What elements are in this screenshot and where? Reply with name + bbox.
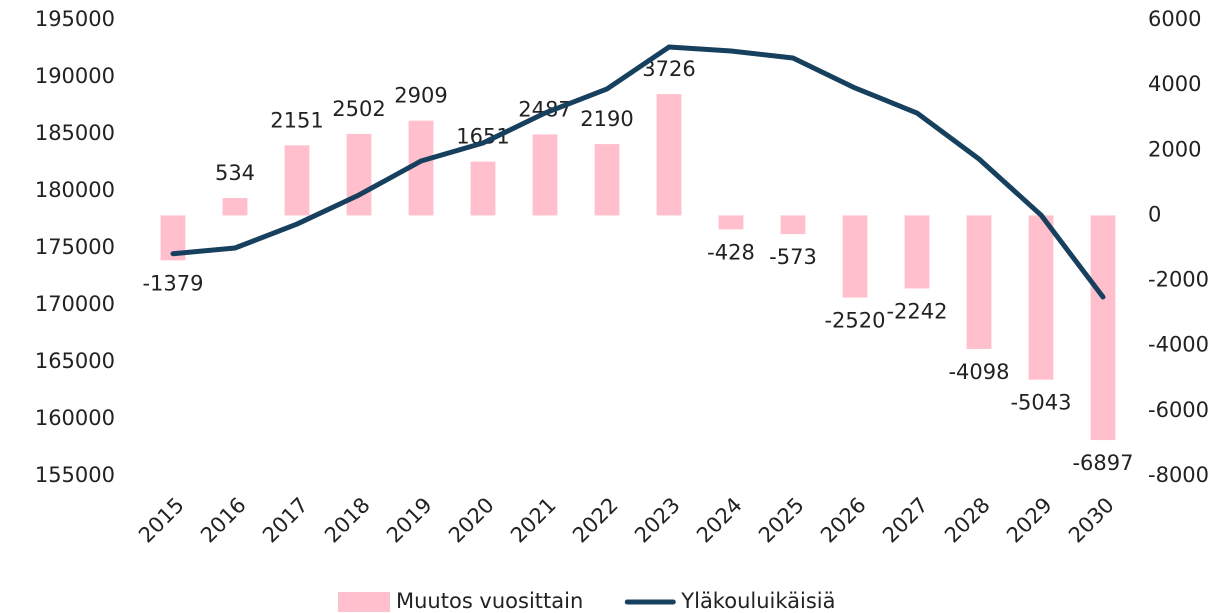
y-tick-label: 160000 [35, 406, 115, 430]
bar [656, 94, 682, 216]
legend-swatch [338, 592, 390, 612]
bar [842, 215, 868, 298]
bar [780, 215, 806, 235]
x-tick-label: 2016 [196, 493, 251, 548]
x-tick-label: 2026 [816, 493, 871, 548]
bar [284, 145, 310, 216]
x-tick-label: 2019 [382, 493, 437, 548]
bar [1028, 215, 1054, 380]
data-label: 2151 [270, 108, 323, 132]
x-tick-label: 2015 [134, 493, 189, 548]
data-label: -573 [769, 245, 817, 269]
legend-label: Yläkouluikäisiä [680, 589, 835, 613]
bar [718, 215, 744, 230]
y-tick-label: 165000 [35, 349, 115, 373]
x-tick-label: 2024 [692, 493, 747, 548]
data-label: 2190 [580, 107, 633, 131]
data-label: 2502 [332, 97, 385, 121]
x-tick-label: 2029 [1002, 493, 1057, 548]
x-tick-label: 2020 [444, 493, 499, 548]
line [170, 44, 1106, 300]
data-label: -6897 [1072, 451, 1133, 475]
y2-tick-label: 2000 [1148, 137, 1201, 161]
x-tick-label: 2028 [940, 493, 995, 548]
x-tick-label: 2027 [878, 493, 933, 548]
bar [346, 133, 372, 216]
data-label: -5043 [1010, 391, 1071, 415]
x-tick-label: 2030 [1064, 493, 1119, 548]
x-tick-label: 2022 [568, 493, 623, 548]
bar [904, 215, 930, 289]
bar [594, 144, 620, 216]
data-label: -4098 [948, 360, 1009, 384]
data-label: 2909 [394, 84, 447, 108]
x-tick-label: 2018 [320, 493, 375, 548]
y-tick-label: 180000 [35, 178, 115, 202]
bar [1090, 215, 1116, 441]
x-tick-label: 2025 [754, 493, 809, 548]
bar [470, 161, 496, 216]
y2-tick-label: 6000 [1148, 7, 1201, 31]
data-label: 534 [215, 161, 255, 185]
data-label: -1379 [142, 271, 203, 295]
x-tick-label: 2017 [258, 493, 313, 548]
y2-tick-label: -8000 [1148, 463, 1209, 487]
data-label: -2242 [886, 299, 947, 323]
data-label: -428 [707, 240, 755, 264]
bar [222, 198, 248, 216]
y2-tick-label: -2000 [1148, 268, 1209, 292]
y2-tick-label: -4000 [1148, 333, 1209, 357]
y-tick-label: 175000 [35, 235, 115, 259]
data-label: -2520 [824, 309, 885, 333]
data-label: 2487 [518, 97, 571, 121]
y2-tick-label: 0 [1148, 202, 1161, 226]
y2-tick-label: 4000 [1148, 72, 1201, 96]
y-tick-label: 195000 [35, 7, 115, 31]
legend-label: Muutos vuosittain [396, 589, 583, 613]
y2-tick-label: -6000 [1148, 398, 1209, 422]
bar [966, 215, 992, 349]
y-tick-label: 185000 [35, 121, 115, 145]
y-tick-label: 190000 [35, 64, 115, 88]
y-tick-label: 155000 [35, 463, 115, 487]
x-tick-label: 2023 [630, 493, 685, 548]
x-tick-label: 2021 [506, 493, 561, 548]
bar [532, 134, 558, 216]
y-tick-label: 170000 [35, 292, 115, 316]
